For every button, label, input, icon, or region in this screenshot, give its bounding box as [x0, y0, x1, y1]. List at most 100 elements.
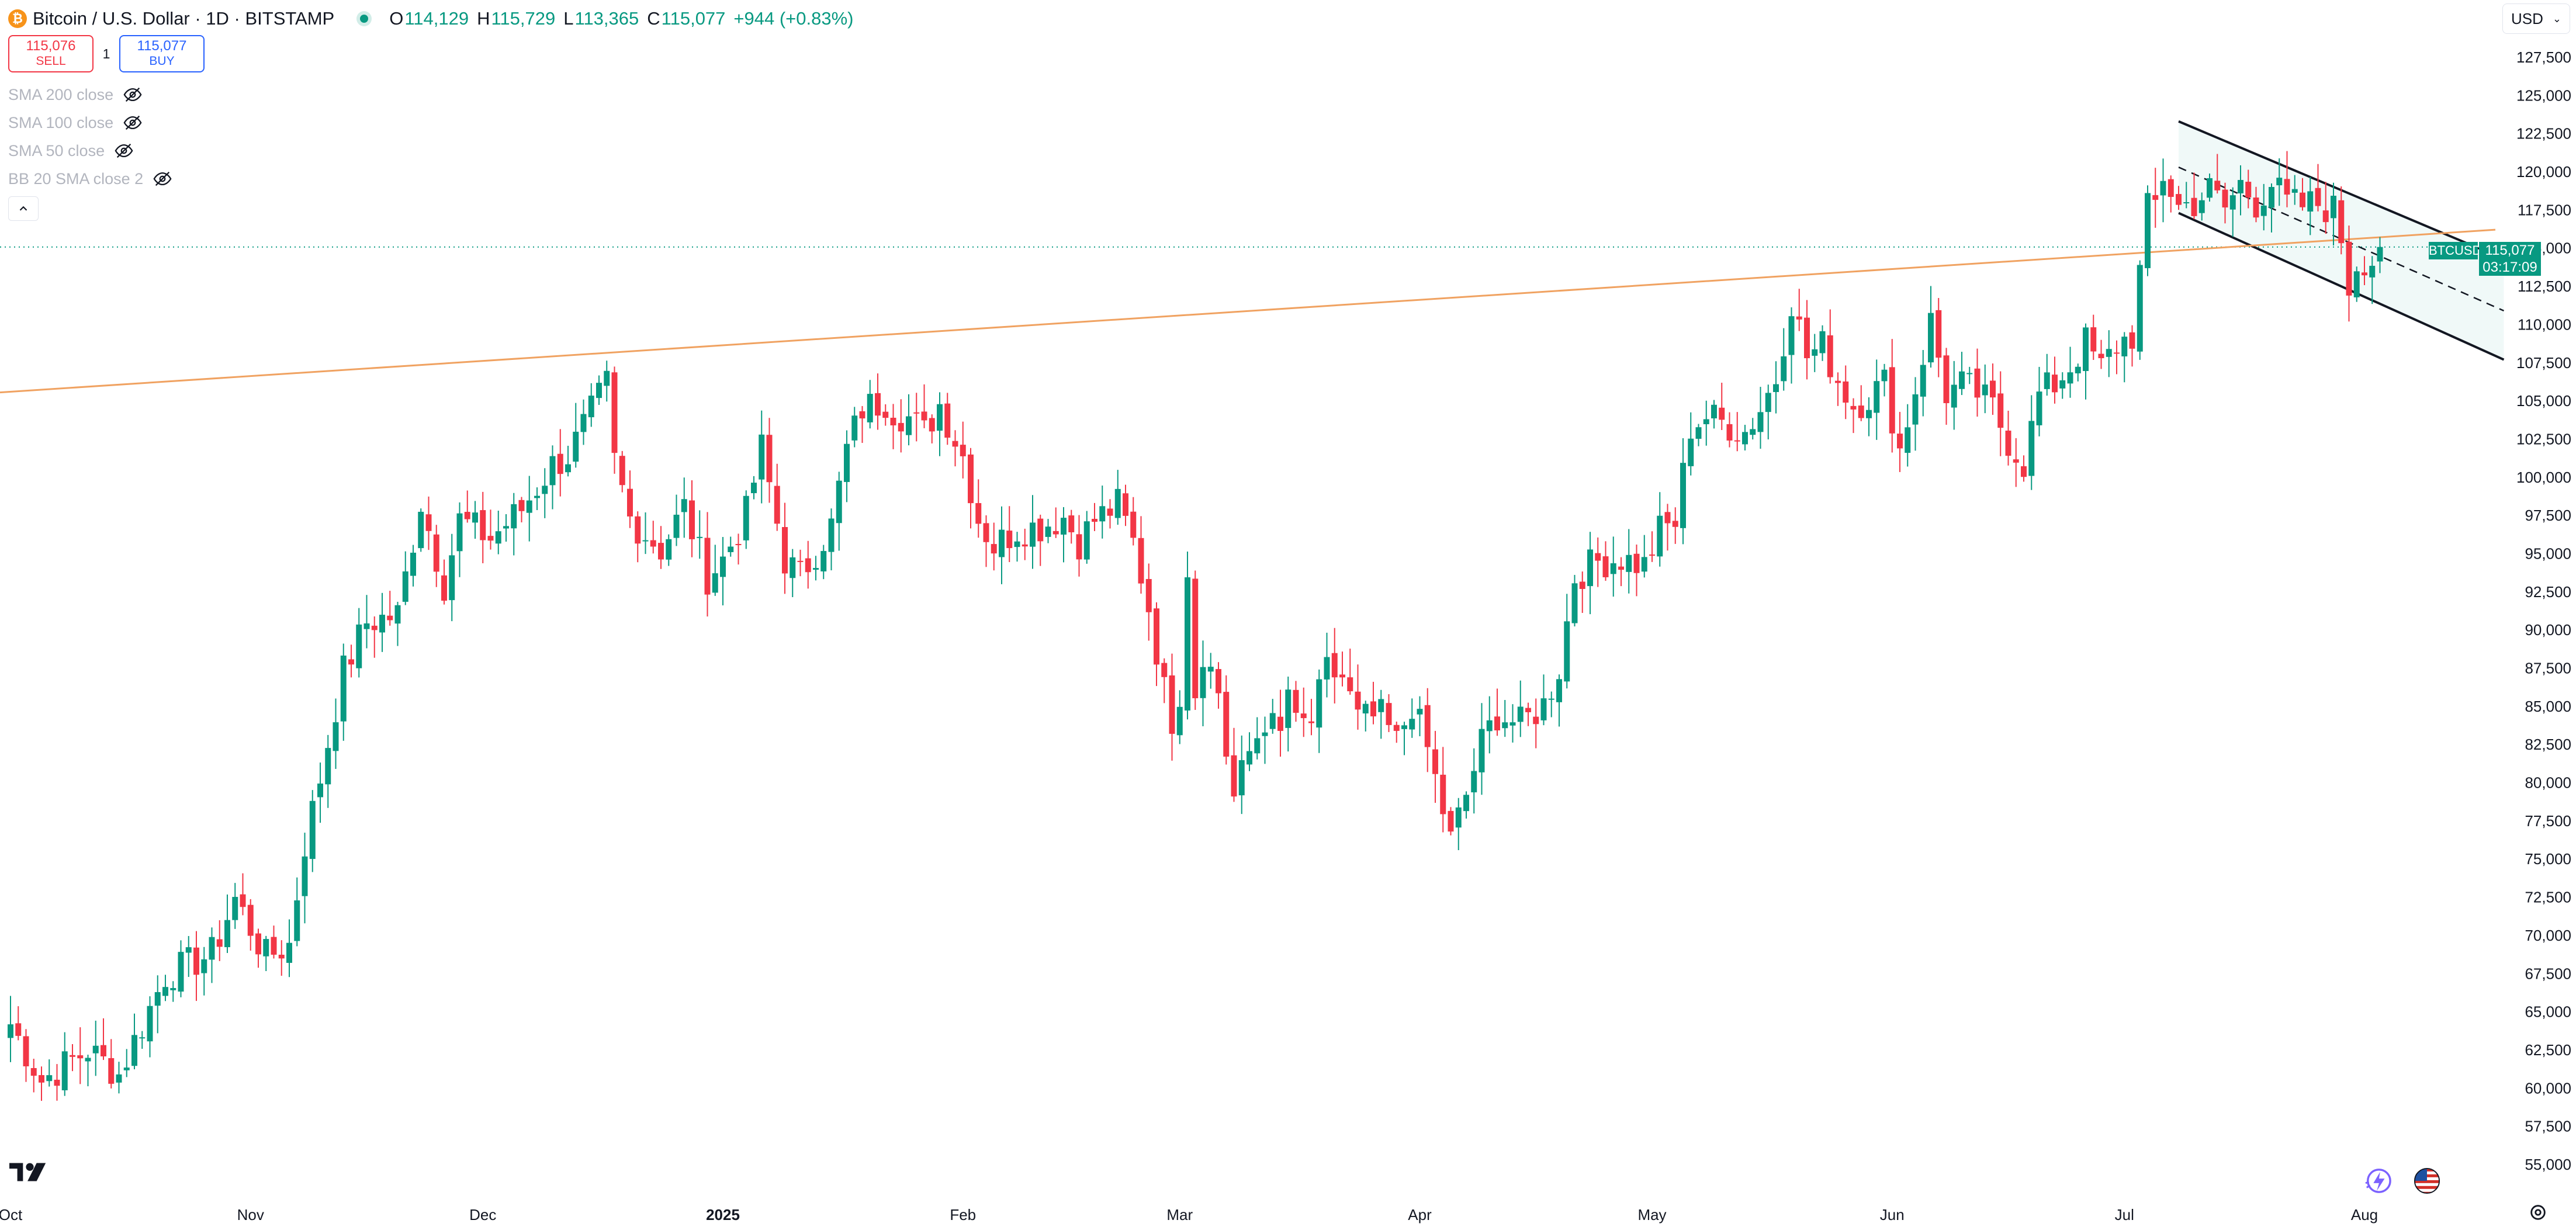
- candle: [2005, 410, 2011, 466]
- settings-icon[interactable]: [2528, 1202, 2548, 1222]
- candle: [1223, 675, 1230, 765]
- candle-body: [1331, 653, 1338, 678]
- indicator-sma-200[interactable]: SMA 200 close: [8, 83, 143, 106]
- eye-off-icon[interactable]: [153, 169, 172, 189]
- us-flag-icon[interactable]: [2414, 1167, 2440, 1194]
- candle: [2106, 330, 2112, 377]
- candle: [61, 1032, 68, 1096]
- candle-body: [1959, 371, 1965, 389]
- candle-body: [1486, 720, 1493, 732]
- candle-body: [2362, 272, 2367, 276]
- candle: [216, 920, 223, 961]
- candle-body: [681, 499, 687, 512]
- candle: [1788, 307, 1795, 384]
- candle-body: [999, 529, 1005, 557]
- candle-body: [108, 1058, 115, 1084]
- collapse-indicators-button[interactable]: [8, 196, 39, 221]
- candle: [511, 493, 517, 556]
- candle: [356, 608, 362, 678]
- price-axis[interactable]: 127,500125,000122,500120,000117,500115,0…: [2516, 48, 2571, 1173]
- tradingview-logo-icon[interactable]: [9, 1160, 50, 1184]
- candle-body: [565, 464, 571, 473]
- candle-body: [929, 418, 935, 432]
- candle-body: [1076, 534, 1082, 560]
- candle-body: [1207, 667, 1214, 672]
- candle-body: [983, 523, 989, 542]
- candle: [1231, 727, 1237, 802]
- candle: [1649, 531, 1655, 562]
- time-axis[interactable]: Oct Nov Dec 2025 Feb Mar Apr May Jun Jul Aug: [0, 1206, 2378, 1223]
- price-tick-label: 125,000: [2516, 86, 2571, 104]
- candle: [1293, 681, 1299, 722]
- price-tick-label: 67,500: [2525, 965, 2571, 982]
- candle: [1850, 398, 1857, 434]
- candle: [2207, 173, 2213, 202]
- candle: [2044, 353, 2050, 396]
- candle: [2238, 165, 2243, 216]
- lightning-icon[interactable]: [2364, 1167, 2391, 1194]
- candle: [278, 940, 285, 976]
- candle: [92, 1020, 99, 1076]
- candle-body: [464, 512, 470, 519]
- candle: [952, 430, 958, 467]
- candle-body: [1300, 713, 1307, 719]
- candle-body: [2137, 265, 2143, 352]
- candle: [1417, 696, 1423, 737]
- candle-body: [890, 417, 896, 426]
- candle: [782, 502, 788, 594]
- candle-body: [1618, 566, 1624, 570]
- candle: [1169, 653, 1175, 761]
- candle: [1068, 509, 1075, 544]
- candle: [1030, 495, 1036, 569]
- candle-body: [1517, 706, 1524, 722]
- candle-body: [2214, 181, 2221, 190]
- price-tick-label: 87,500: [2525, 660, 2571, 677]
- eye-off-icon[interactable]: [114, 141, 134, 161]
- candle: [828, 508, 835, 571]
- candle-body: [1285, 689, 1292, 728]
- candle: [1595, 537, 1601, 587]
- candle: [898, 399, 904, 453]
- candle: [1951, 361, 1957, 430]
- candle-body: [673, 514, 680, 538]
- candle: [2152, 168, 2159, 228]
- candle-body: [2160, 181, 2166, 196]
- sell-price: 115,076: [26, 38, 76, 54]
- candle-body: [1804, 317, 1810, 359]
- candle-body: [1448, 810, 1454, 832]
- price-tick-label: 55,000: [2525, 1156, 2571, 1173]
- eye-off-icon[interactable]: [123, 85, 143, 105]
- candle-body: [1386, 703, 1392, 725]
- candle-body: [1982, 384, 1988, 396]
- candle-body: [1123, 493, 1128, 516]
- candle-body: [39, 1075, 44, 1083]
- candle: [1587, 532, 1593, 615]
- candle: [844, 430, 850, 502]
- price-tick-label: 60,000: [2525, 1079, 2571, 1097]
- indicator-sma-100[interactable]: SMA 100 close: [8, 111, 143, 134]
- symbol-legend[interactable]: ₿ Bitcoin / U.S. Dollar · 1D · BITSTAMP …: [8, 6, 862, 32]
- candle: [2121, 332, 2128, 383]
- candle-body: [2067, 372, 2073, 384]
- candle-body: [2284, 179, 2290, 195]
- candle-body: [271, 937, 277, 955]
- eye-off-icon[interactable]: [123, 113, 143, 133]
- candle: [1874, 359, 1880, 440]
- candle-body: [2176, 194, 2182, 205]
- indicator-sma-50[interactable]: SMA 50 close: [8, 139, 134, 162]
- candle-body: [77, 1055, 84, 1059]
- candle-body: [2106, 349, 2112, 357]
- candle-body: [2114, 352, 2120, 354]
- sell-button[interactable]: 115,076 SELL: [8, 35, 94, 72]
- candle: [433, 525, 439, 587]
- candle: [495, 511, 501, 554]
- indicator-bollinger-bands[interactable]: BB 20 SMA close 2: [8, 167, 172, 190]
- symbol-title[interactable]: Bitcoin / U.S. Dollar · 1D · BITSTAMP: [33, 8, 335, 29]
- low-label: L: [563, 8, 574, 29]
- candle: [185, 936, 192, 978]
- buy-button[interactable]: 115,077 BUY: [119, 35, 205, 72]
- candle-body: [309, 800, 316, 859]
- currency-selector[interactable]: USD ⌄: [2502, 4, 2570, 34]
- candle: [619, 450, 625, 493]
